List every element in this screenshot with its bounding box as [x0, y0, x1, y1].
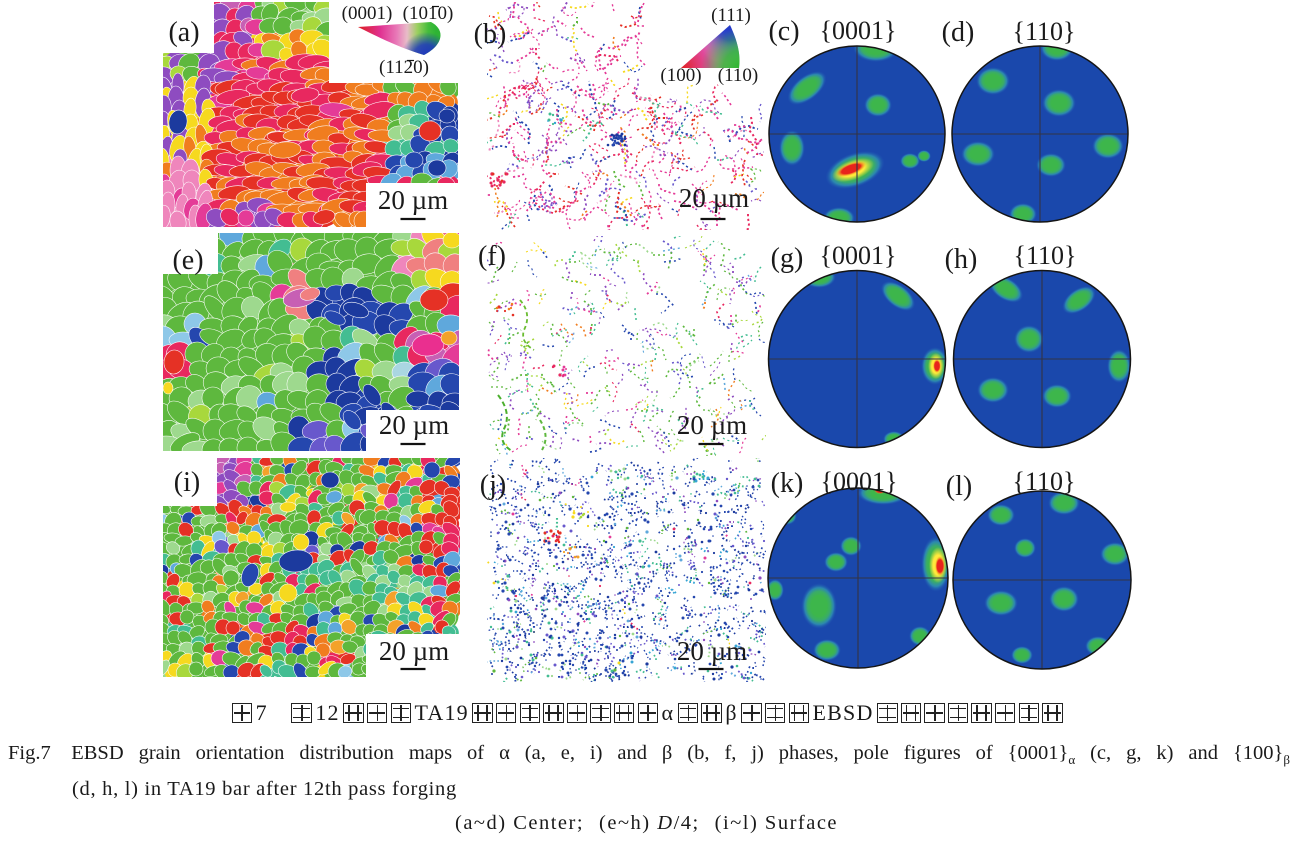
svg-text:(c): (c)	[768, 16, 799, 47]
svg-text:(j): (j)	[480, 470, 506, 501]
svg-text:(g): (g)	[771, 243, 804, 274]
svg-text:(e): (e)	[172, 245, 203, 276]
svg-text:(l): (l)	[946, 471, 972, 502]
svg-text:(a): (a)	[168, 17, 199, 48]
svg-text:{110}: {110}	[1013, 17, 1076, 46]
svg-text:{110}: {110}	[1013, 467, 1076, 496]
svg-text:{0001}: {0001}	[821, 467, 898, 496]
svg-text:20 µm: 20 µm	[378, 185, 448, 215]
svg-text:(d): (d)	[942, 17, 975, 48]
svg-text:20 µm: 20 µm	[677, 636, 747, 666]
svg-text:20 µm: 20 µm	[379, 410, 449, 440]
svg-text:(1010): (1010)	[403, 3, 454, 24]
svg-text:(111): (111)	[711, 5, 751, 26]
svg-text:{110}: {110}	[1014, 241, 1077, 270]
svg-text:(b): (b)	[474, 19, 507, 50]
svg-text:(1120): (1120)	[379, 57, 429, 78]
svg-text:{0001}: {0001}	[820, 241, 897, 270]
svg-text:(k): (k)	[771, 468, 804, 499]
svg-text:(100): (100)	[660, 65, 701, 86]
svg-text:(0001): (0001)	[342, 3, 393, 24]
svg-text:20 µm: 20 µm	[379, 636, 449, 666]
svg-text:(f): (f)	[478, 241, 506, 272]
svg-text:(h): (h)	[945, 244, 978, 275]
svg-text:(i): (i)	[174, 467, 200, 498]
svg-text:20 µm: 20 µm	[679, 183, 749, 213]
svg-text:20 µm: 20 µm	[677, 410, 747, 440]
svg-text:(110): (110)	[718, 65, 758, 86]
svg-text:{0001}: {0001}	[820, 16, 897, 45]
